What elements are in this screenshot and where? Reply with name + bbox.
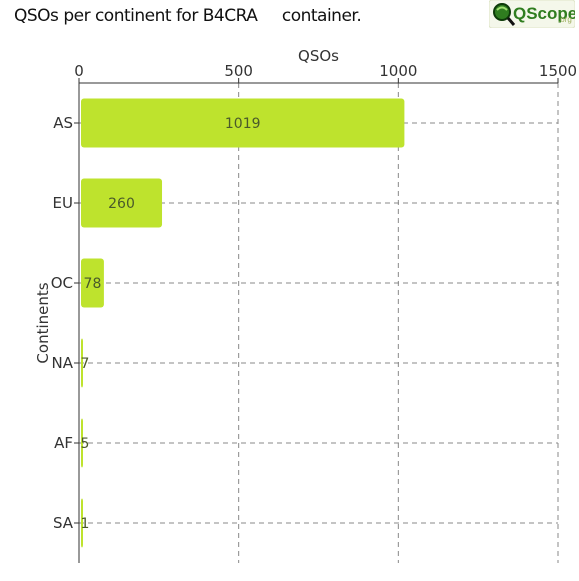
x-axis-label: QSOs	[298, 47, 339, 65]
bar-AS	[81, 98, 405, 148]
y-tick-label-NA: NA	[52, 354, 74, 372]
chart-grid	[79, 83, 559, 563]
logo-suffix: .org	[558, 15, 572, 24]
bar-label-SA: 1	[81, 516, 90, 532]
bar-EU	[81, 178, 163, 228]
bar-AF	[81, 418, 83, 468]
bar-OC	[81, 258, 104, 308]
y-tick-label-EU: EU	[53, 194, 73, 212]
bar-label-NA: 7	[81, 356, 90, 372]
bar-label-OC: 78	[84, 276, 102, 292]
qscope-logo[interactable]: QScope .org	[489, 0, 575, 28]
logo-text: QScope	[513, 4, 575, 23]
magnifier-icon	[493, 3, 516, 26]
chart-ticks: 0 500 1000 1500 AS EU OC NA AF SA	[51, 62, 577, 532]
bar-label-EU: 260	[108, 196, 135, 212]
chart-bars: 1019 260 78 7 5 1	[81, 98, 405, 548]
bar-SA	[81, 498, 83, 548]
chart-axes	[78, 82, 558, 563]
x-tick-label-0: 0	[74, 62, 84, 80]
y-tick-label-AS: AS	[53, 114, 73, 132]
y-axis-label: Continents	[34, 282, 52, 363]
bar-NA	[81, 338, 83, 388]
chart-title: QSOs per continent for B4CRA container.	[14, 6, 362, 26]
y-tick-label-AF: AF	[54, 434, 73, 452]
x-tick-label-1500: 1500	[539, 62, 577, 80]
y-tick-label-OC: OC	[51, 274, 73, 292]
x-tick-label-500: 500	[224, 62, 253, 80]
bar-label-AS: 1019	[225, 116, 261, 132]
bar-label-AF: 5	[81, 436, 90, 452]
x-tick-label-1000: 1000	[379, 62, 417, 80]
y-tick-label-SA: SA	[53, 514, 74, 532]
